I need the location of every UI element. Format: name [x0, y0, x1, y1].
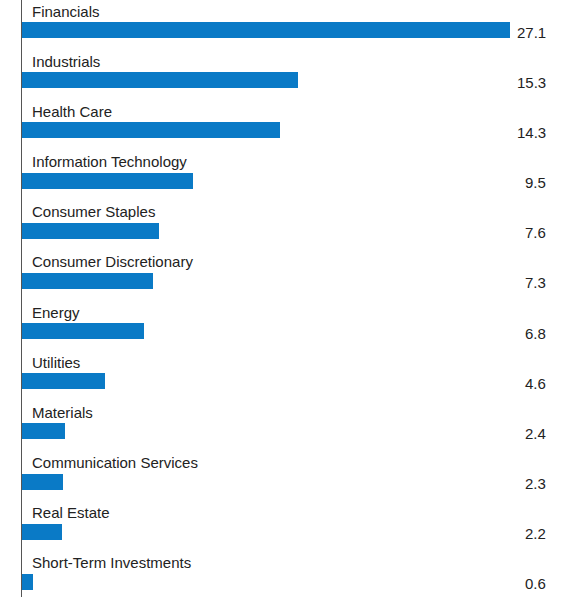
svg-text:14.3: 14.3 — [517, 124, 546, 141]
svg-text:2.2: 2.2 — [525, 525, 546, 542]
svg-text:2.3: 2.3 — [525, 475, 546, 492]
svg-text:Industrials: Industrials — [32, 53, 100, 70]
svg-text:Information Technology: Information Technology — [32, 153, 187, 170]
svg-text:Health Care: Health Care — [32, 103, 112, 120]
svg-text:Short-Term Investments: Short-Term Investments — [32, 554, 191, 571]
svg-text:Utilities: Utilities — [32, 354, 80, 371]
svg-text:Materials: Materials — [32, 404, 93, 421]
svg-text:9.5: 9.5 — [525, 174, 546, 191]
svg-text:Consumer Discretionary: Consumer Discretionary — [32, 253, 193, 270]
svg-text:Real Estate: Real Estate — [32, 504, 110, 521]
svg-text:4.6: 4.6 — [525, 375, 546, 392]
svg-text:Energy: Energy — [32, 304, 80, 321]
svg-text:27.1: 27.1 — [517, 24, 546, 41]
svg-text:Financials: Financials — [32, 3, 100, 20]
svg-text:7.6: 7.6 — [525, 224, 546, 241]
svg-text:7.3: 7.3 — [525, 274, 546, 291]
svg-text:6.8: 6.8 — [525, 325, 546, 342]
svg-text:Consumer Staples: Consumer Staples — [32, 203, 155, 220]
svg-text:2.4: 2.4 — [525, 425, 546, 442]
svg-text:0.6: 0.6 — [525, 575, 546, 592]
svg-text:15.3: 15.3 — [517, 74, 546, 91]
svg-text:Communication Services: Communication Services — [32, 454, 198, 471]
